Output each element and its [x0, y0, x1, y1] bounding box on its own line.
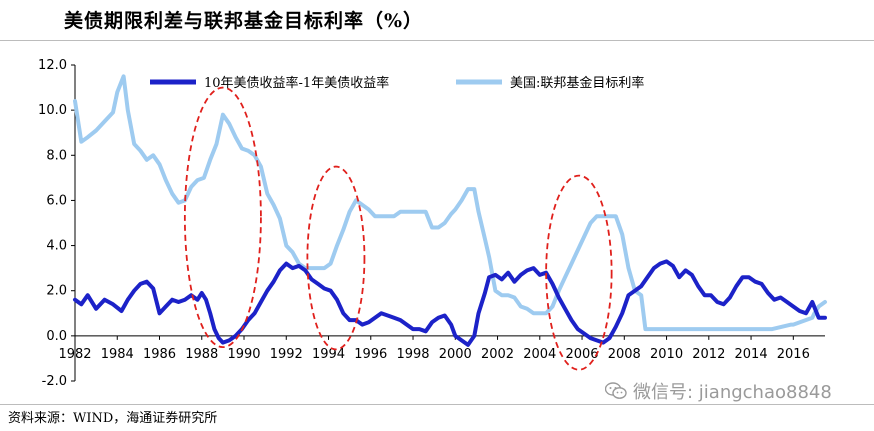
source-divider: [0, 404, 874, 405]
x-tick-label: 1990: [227, 347, 260, 362]
x-tick-label: 1986: [143, 347, 176, 362]
x-tick-label: 2008: [608, 347, 641, 362]
wechat-icon: [605, 382, 627, 399]
x-tick-label: 1996: [354, 347, 387, 362]
series-line-spread: [73, 259, 827, 347]
wechat-watermark: 微信号: jiangchao8848: [605, 378, 832, 404]
y-tick-label: 6.0: [46, 193, 67, 208]
y-tick-label: 8.0: [46, 148, 67, 163]
series-line-fed-funds: [73, 74, 827, 332]
x-tick-label: 2000: [439, 347, 472, 362]
y-tick-label: 12.0: [38, 58, 67, 73]
chart-annotations: [183, 86, 613, 371]
x-tick-label: 2004: [523, 347, 556, 362]
source-note: 资料来源：WIND，海通证券研究所: [8, 411, 218, 426]
x-tick-label: 2006: [565, 347, 598, 362]
x-tick-label: 2012: [692, 347, 725, 362]
x-tick-label: 2010: [650, 347, 683, 362]
legend-label-1: 10年美债收益率-1年美债收益率: [204, 75, 389, 91]
x-tick-label: 2014: [735, 347, 768, 362]
x-tick-label: 1984: [101, 347, 134, 362]
x-tick-label: 2016: [777, 347, 810, 362]
title-divider: [0, 40, 874, 41]
watermark-text: 微信号: jiangchao8848: [633, 382, 832, 403]
chart-title: 美债期限利差与联邦基金目标利率（%）: [64, 10, 424, 32]
x-tick-label: 1988: [185, 347, 218, 362]
y-tick-label: 10.0: [38, 103, 67, 118]
y-tick-label: 2.0: [46, 284, 67, 299]
x-tick-label: 1998: [396, 347, 429, 362]
chart-legend: 10年美债收益率-1年美债收益率 美国:联邦基金目标利率: [150, 75, 644, 91]
legend-label-2: 美国:联邦基金目标利率: [510, 75, 644, 91]
annotation-ellipse-3: [545, 174, 613, 371]
y-tick-label: 0.0: [46, 329, 67, 344]
x-tick-label: 1982: [58, 347, 91, 362]
x-tick-label: 2002: [481, 347, 514, 362]
annotation-ellipse-1: [183, 86, 262, 349]
x-tick-label: 1992: [270, 347, 303, 362]
y-tick-label: -2.0: [42, 374, 67, 389]
y-tick-label: 4.0: [46, 239, 67, 254]
chart-axes: 12.0 10.0 8.0 6.0 4.0 2.0 0.0 -2.0 1982 1984 1986 1…: [38, 58, 825, 389]
x-tick-label: 1994: [312, 347, 345, 362]
chart-series: [73, 74, 827, 347]
annotation-ellipse-2: [306, 165, 366, 351]
